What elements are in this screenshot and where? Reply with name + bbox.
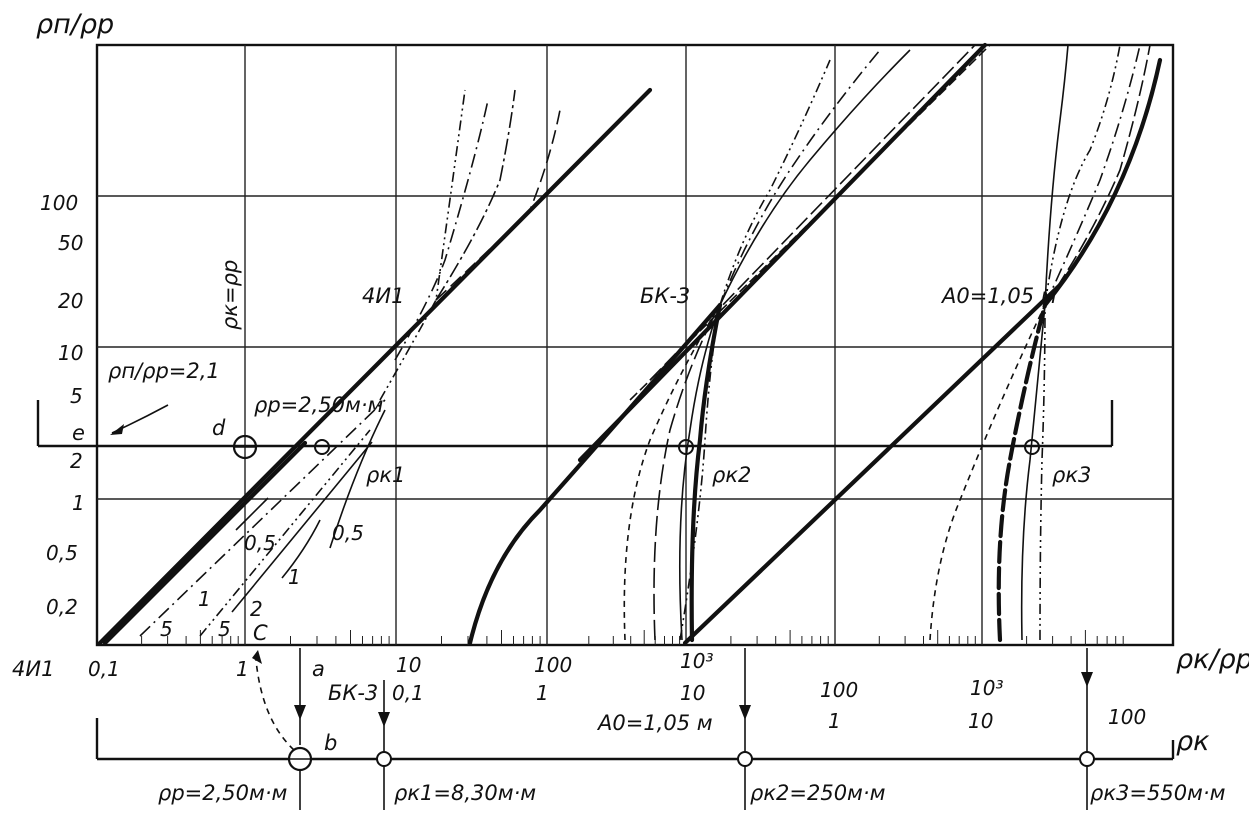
curve-param: 5 bbox=[218, 617, 231, 641]
bottom-rk3-value: ρк3=550м·м bbox=[1090, 781, 1226, 805]
rhok-axis-label: ρк bbox=[1176, 726, 1210, 757]
x-tick-label: 0,1 bbox=[88, 657, 120, 681]
point-rk2-marker bbox=[678, 439, 694, 455]
x-tick-label: 100 bbox=[534, 653, 572, 677]
curve-param: 5 bbox=[160, 617, 173, 641]
x-tick-label: 0,1 bbox=[392, 681, 424, 705]
x-ticks-bk3: БК-3 0,1 1 10 100 10³ bbox=[328, 676, 1003, 705]
y-tick-label: 50 bbox=[58, 231, 83, 255]
curve-param: 0,5 bbox=[244, 531, 276, 555]
rk2-axis-marker bbox=[737, 751, 753, 767]
rhok-axis bbox=[95, 718, 1175, 810]
curve-param: 1 bbox=[198, 587, 211, 611]
x-tick-label: 1 bbox=[236, 657, 249, 681]
point-d-label: d bbox=[212, 416, 226, 440]
rp-value-label: ρр=2,50м·м bbox=[254, 393, 384, 417]
y-tick-label: 20 bbox=[58, 289, 83, 313]
y-tick-label: 100 bbox=[40, 191, 78, 215]
x-ticks-ao: A0=1,05 м 1 10 100 bbox=[596, 705, 1146, 735]
x-tick-label: 10 bbox=[396, 653, 421, 677]
rk3-label: ρк3 bbox=[1052, 463, 1091, 487]
chart-grid bbox=[95, 43, 1175, 647]
curve-parameter-labels: 0,5 0,5 1 1 2 5 5 bbox=[160, 521, 364, 641]
x-tick-label: 1 bbox=[828, 709, 841, 733]
label-ao: A0=1,05 м bbox=[940, 284, 1057, 308]
x-ticks-4i1: 4И1 0,1 1 10 100 10³ bbox=[12, 649, 713, 681]
y-axis-title: ρп/ρр bbox=[36, 9, 114, 40]
y-tick-label: 5 bbox=[70, 384, 83, 408]
x-tick-label: 100 bbox=[820, 678, 858, 702]
rk2-label: ρк2 bbox=[712, 463, 751, 487]
curves-ao bbox=[929, 44, 1163, 643]
y-tick-label: 10 bbox=[58, 341, 83, 365]
point-c-label: C bbox=[253, 621, 268, 645]
rp-ratio-label: ρп/ρр=2,1 bbox=[108, 359, 220, 383]
curves-bk3 bbox=[467, 42, 1063, 646]
point-b-label: b bbox=[324, 731, 337, 755]
y-tick-label: 0,5 bbox=[46, 541, 78, 565]
curves-4i1 bbox=[97, 87, 653, 646]
rk1-label: ρк1 bbox=[366, 463, 405, 487]
curve-param: 1 bbox=[288, 565, 301, 589]
arrow-head-e bbox=[110, 424, 124, 435]
point-e-label: e bbox=[72, 421, 85, 445]
point-rk1-marker bbox=[314, 439, 330, 455]
bottom-rk1-value: ρк1=8,30м·м bbox=[394, 781, 536, 805]
rk3-axis-marker bbox=[1079, 751, 1095, 767]
construction-line-e bbox=[36, 400, 1114, 448]
x-tick-label: 10³ bbox=[970, 676, 1003, 700]
y-tick-label: 0,2 bbox=[46, 595, 78, 619]
rk-equals-rp-label: ρк=ρр bbox=[218, 260, 242, 330]
projection-arrows bbox=[252, 648, 1093, 752]
y-tick-label: 1 bbox=[72, 491, 85, 515]
y-tick-labels: 100 50 20 10 5 2 1 0,5 0,2 bbox=[40, 191, 85, 619]
x-axis-title: ρк/ρр bbox=[1176, 644, 1249, 675]
point-rk3-marker bbox=[1024, 439, 1040, 455]
x-tick-label: БК-3 bbox=[328, 681, 378, 705]
x-tick-label: 4И1 bbox=[12, 657, 54, 681]
bottom-rp-value: ρр=2,50м·м bbox=[158, 781, 288, 805]
label-4i1: 4И1 bbox=[362, 284, 404, 308]
x-tick-label: 1 bbox=[536, 681, 549, 705]
x-minor-ticks bbox=[141, 630, 1124, 645]
x-tick-label: A0=1,05 м bbox=[596, 711, 713, 735]
y-tick-label: 2 bbox=[70, 449, 83, 473]
curve-param: 0,5 bbox=[332, 521, 364, 545]
x-tick-label: 100 bbox=[1108, 705, 1146, 729]
x-tick-label: 10 bbox=[680, 681, 705, 705]
x-tick-label: 10³ bbox=[680, 649, 713, 673]
label-bk3: БК-3 bbox=[640, 284, 690, 308]
point-a-label: a bbox=[312, 657, 325, 681]
curve-param: 2 bbox=[250, 597, 263, 621]
rk1-axis-marker bbox=[376, 751, 392, 767]
bottom-rk2-value: ρк2=250м·м bbox=[750, 781, 886, 805]
x-tick-label: 10 bbox=[968, 709, 993, 733]
